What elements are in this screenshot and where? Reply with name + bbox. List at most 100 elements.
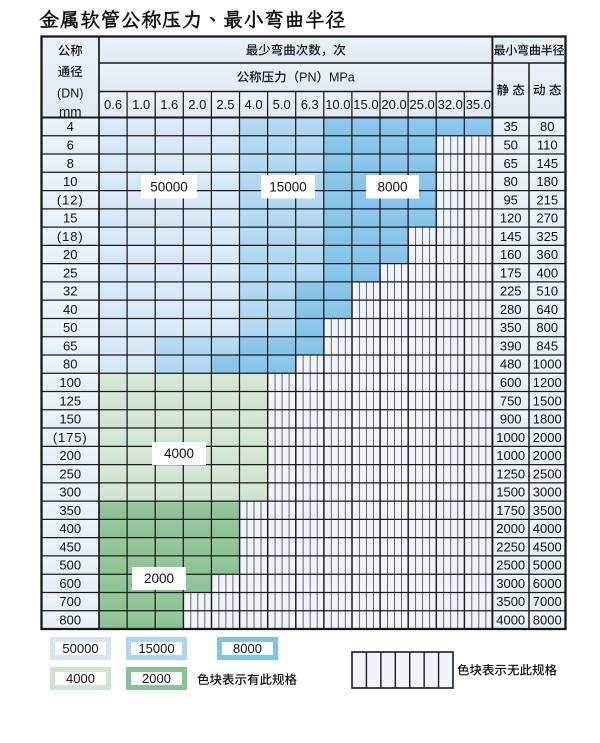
svg-text:7000: 7000 xyxy=(533,594,562,609)
svg-text:公称压力（PN）MPa: 公称压力（PN）MPa xyxy=(237,67,355,86)
svg-text:32: 32 xyxy=(63,284,77,299)
svg-text:110: 110 xyxy=(537,138,558,153)
svg-text:2000: 2000 xyxy=(533,448,562,463)
svg-text:15.0: 15.0 xyxy=(353,97,378,112)
svg-text:800: 800 xyxy=(536,320,558,335)
svg-text:125: 125 xyxy=(59,393,81,408)
svg-text:1250: 1250 xyxy=(496,466,525,481)
svg-text:120: 120 xyxy=(500,211,522,226)
svg-text:15000: 15000 xyxy=(138,641,174,656)
svg-text:20: 20 xyxy=(63,247,77,262)
svg-text:2000: 2000 xyxy=(496,521,525,536)
svg-text:2000: 2000 xyxy=(533,430,562,445)
svg-text:150: 150 xyxy=(59,412,81,427)
svg-text:2500: 2500 xyxy=(533,466,562,481)
svg-text:15000: 15000 xyxy=(269,179,307,194)
svg-text:3000: 3000 xyxy=(533,485,562,500)
svg-text:3000: 3000 xyxy=(496,576,525,591)
svg-text:600: 600 xyxy=(59,576,81,591)
svg-text:(12): (12) xyxy=(57,192,84,207)
svg-text:750: 750 xyxy=(500,393,522,408)
svg-text:800: 800 xyxy=(59,612,81,627)
svg-text:1500: 1500 xyxy=(533,393,562,408)
svg-text:8000: 8000 xyxy=(377,179,407,194)
svg-text:最少弯曲次数，次: 最少弯曲次数，次 xyxy=(246,40,347,59)
svg-text:金属软管公称压力、最小弯曲半径: 金属软管公称压力、最小弯曲半径 xyxy=(39,6,346,33)
svg-text:845: 845 xyxy=(536,338,558,353)
svg-text:8: 8 xyxy=(67,156,74,171)
svg-text:180: 180 xyxy=(536,174,558,189)
svg-text:1750: 1750 xyxy=(496,503,525,518)
svg-text:350: 350 xyxy=(59,503,81,518)
svg-text:50: 50 xyxy=(63,320,77,335)
svg-text:(DN): (DN) xyxy=(57,87,83,101)
svg-text:270: 270 xyxy=(536,211,558,226)
svg-text:0.6: 0.6 xyxy=(104,97,122,112)
svg-text:色块表示有此规格: 色块表示有此规格 xyxy=(197,669,298,688)
svg-text:500: 500 xyxy=(59,558,81,573)
svg-text:通径: 通径 xyxy=(58,61,83,80)
svg-text:15: 15 xyxy=(63,211,77,226)
svg-text:100: 100 xyxy=(59,375,81,390)
svg-text:色块表示无此规格: 色块表示无此规格 xyxy=(457,660,558,679)
svg-text:8000: 8000 xyxy=(533,612,562,627)
svg-text:80: 80 xyxy=(63,357,77,372)
svg-text:510: 510 xyxy=(536,284,558,299)
svg-text:640: 640 xyxy=(536,302,558,317)
svg-text:4000: 4000 xyxy=(496,612,525,627)
svg-text:80: 80 xyxy=(503,174,517,189)
svg-text:4000: 4000 xyxy=(533,521,562,536)
svg-text:450: 450 xyxy=(59,539,81,554)
svg-text:215: 215 xyxy=(536,192,558,207)
svg-text:4000: 4000 xyxy=(164,446,194,461)
svg-text:20.0: 20.0 xyxy=(381,97,406,112)
svg-text:3500: 3500 xyxy=(496,594,525,609)
svg-text:280: 280 xyxy=(500,302,522,317)
svg-text:50000: 50000 xyxy=(150,179,188,194)
svg-text:10: 10 xyxy=(63,174,77,189)
svg-text:160: 160 xyxy=(500,247,522,262)
svg-text:250: 250 xyxy=(59,466,81,481)
svg-text:145: 145 xyxy=(536,156,558,171)
svg-text:390: 390 xyxy=(500,338,522,353)
svg-text:225: 225 xyxy=(500,284,522,299)
svg-text:静 态: 静 态 xyxy=(496,80,525,99)
svg-text:300: 300 xyxy=(59,485,81,500)
svg-text:4500: 4500 xyxy=(533,539,562,554)
svg-text:25.0: 25.0 xyxy=(409,97,434,112)
svg-text:8000: 8000 xyxy=(233,641,262,656)
svg-text:325: 325 xyxy=(536,229,558,244)
svg-text:80: 80 xyxy=(540,119,554,134)
svg-text:35.0: 35.0 xyxy=(466,97,491,112)
svg-text:40: 40 xyxy=(63,302,77,317)
svg-text:最小弯曲半径: 最小弯曲半径 xyxy=(494,42,565,59)
svg-text:175: 175 xyxy=(500,265,522,280)
svg-text:1000: 1000 xyxy=(496,430,525,445)
svg-text:480: 480 xyxy=(500,357,522,372)
svg-text:65: 65 xyxy=(63,338,77,353)
svg-text:6000: 6000 xyxy=(533,576,562,591)
svg-text:2.0: 2.0 xyxy=(188,97,206,112)
svg-text:1.6: 1.6 xyxy=(160,97,178,112)
svg-text:6: 6 xyxy=(67,138,74,153)
svg-text:10.0: 10.0 xyxy=(325,97,350,112)
svg-text:1000: 1000 xyxy=(533,357,562,372)
svg-text:1000: 1000 xyxy=(496,448,525,463)
svg-text:35: 35 xyxy=(503,119,517,134)
svg-text:5.0: 5.0 xyxy=(273,97,291,112)
svg-text:4000: 4000 xyxy=(66,671,95,686)
svg-text:动 态: 动 态 xyxy=(533,80,562,99)
svg-text:145: 145 xyxy=(500,229,522,244)
svg-text:350: 350 xyxy=(500,320,522,335)
svg-text:2000: 2000 xyxy=(144,571,174,586)
svg-text:2.5: 2.5 xyxy=(216,97,234,112)
svg-text:3500: 3500 xyxy=(533,503,562,518)
svg-text:2000: 2000 xyxy=(142,671,171,686)
svg-text:1.0: 1.0 xyxy=(132,97,150,112)
svg-text:700: 700 xyxy=(59,594,81,609)
svg-text:1200: 1200 xyxy=(533,375,562,390)
svg-text:mm: mm xyxy=(59,105,82,120)
svg-text:65: 65 xyxy=(503,156,517,171)
svg-text:95: 95 xyxy=(503,192,517,207)
svg-text:5000: 5000 xyxy=(533,558,562,573)
